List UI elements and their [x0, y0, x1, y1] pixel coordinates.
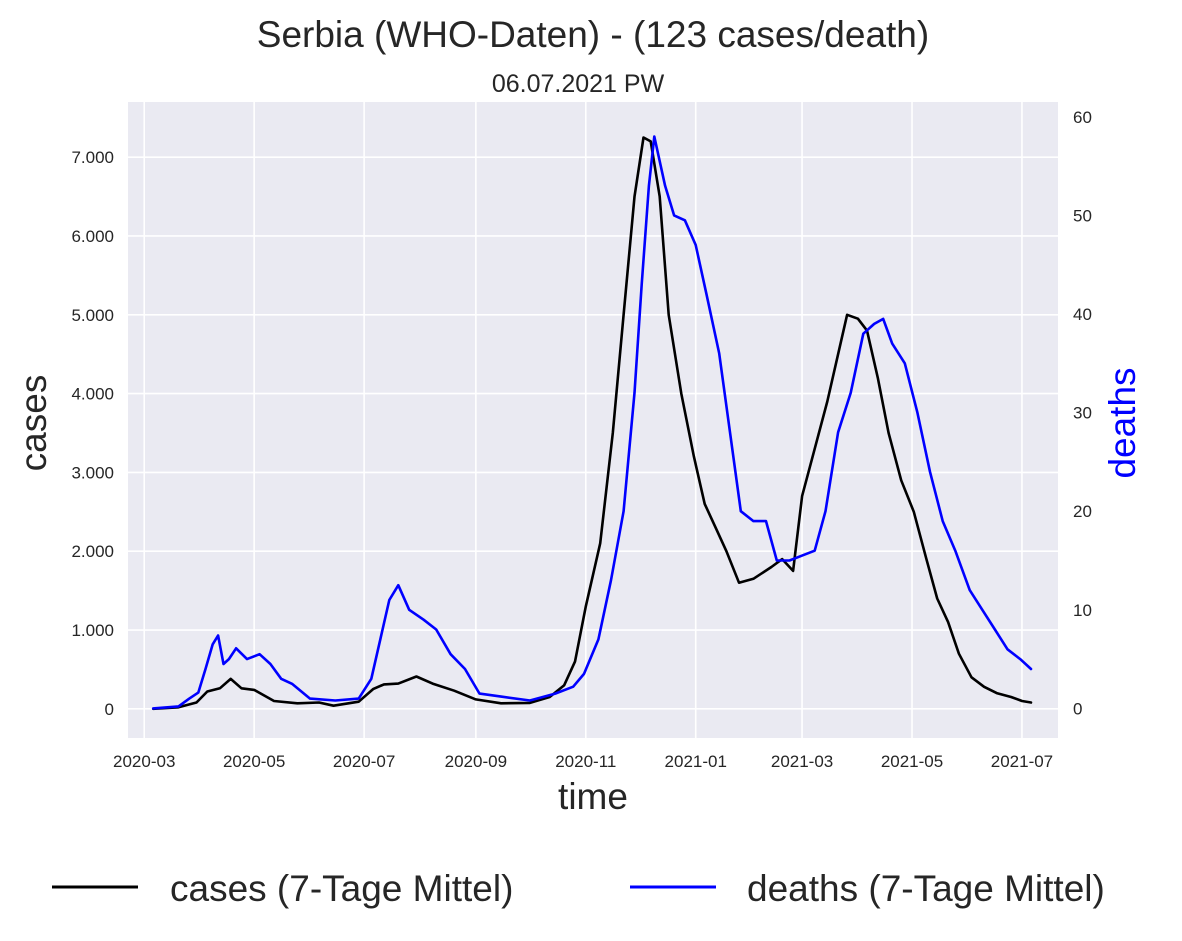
x-tick-label: 2020-11 [555, 752, 616, 771]
y-tick-label: 6.000 [71, 227, 114, 246]
y2-tick-label: 60 [1073, 108, 1092, 127]
tick-labels: 01.0002.0003.0004.0005.0006.0007.0002020… [71, 108, 1091, 771]
y2-tick-label: 0 [1073, 699, 1082, 718]
y2-tick-label: 10 [1073, 601, 1092, 620]
plot-area [128, 102, 1058, 738]
y2-tick-label: 30 [1073, 404, 1092, 423]
x-tick-label: 2020-09 [445, 752, 507, 771]
chart-title: Serbia (WHO-Daten) - (123 cases/death) [257, 14, 929, 55]
y2-axis-label: deaths [1102, 367, 1143, 478]
y-tick-label: 3.000 [71, 463, 114, 482]
y-tick-label: 7.000 [71, 148, 114, 167]
y-tick-label: 2.000 [71, 542, 114, 561]
x-axis-label: time [558, 776, 628, 817]
chart-subtitle: 06.07.2021 PW [492, 70, 665, 98]
legend: cases (7-Tage Mittel) deaths (7-Tage Mit… [52, 868, 1105, 909]
x-tick-label: 2020-07 [333, 752, 395, 771]
x-tick-label: 2021-07 [991, 752, 1053, 771]
x-tick-label: 2020-03 [113, 752, 175, 771]
y-tick-label: 5.000 [71, 306, 114, 325]
series-line-deaths [151, 135, 1033, 710]
y-tick-label: 4.000 [71, 385, 114, 404]
series-lines [151, 135, 1033, 711]
x-tick-label: 2021-01 [665, 752, 727, 771]
y2-tick-label: 20 [1073, 502, 1092, 521]
legend-label-cases: cases (7-Tage Mittel) [170, 868, 513, 909]
y-tick-label: 0 [105, 700, 114, 719]
y-axis-label: cases [13, 375, 54, 472]
y2-tick-label: 40 [1073, 305, 1092, 324]
legend-label-deaths: deaths (7-Tage Mittel) [747, 868, 1105, 909]
series-line-cases [151, 136, 1033, 711]
y2-tick-label: 50 [1073, 206, 1092, 225]
x-tick-label: 2020-05 [223, 752, 285, 771]
grid [128, 102, 1058, 738]
x-tick-label: 2021-03 [771, 752, 833, 771]
x-tick-label: 2021-05 [881, 752, 943, 771]
y-tick-label: 1.000 [71, 621, 114, 640]
